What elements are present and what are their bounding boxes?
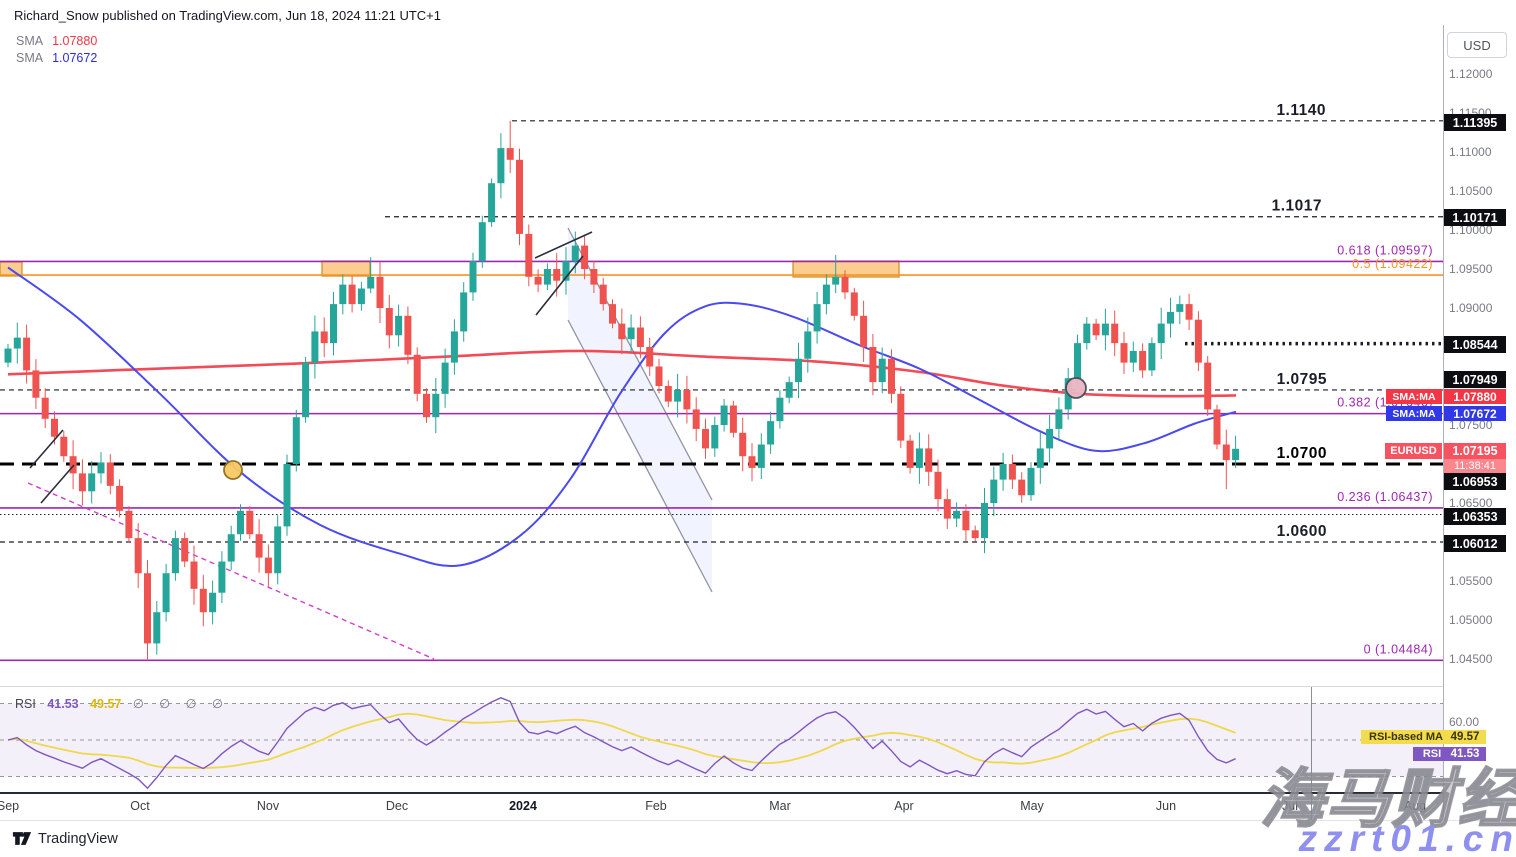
- rsi-legend-empty-slots: ∅ ∅ ∅ ∅: [132, 697, 229, 711]
- price-axis-tick[interactable]: 1.05000: [1449, 613, 1493, 628]
- sma-legend-value: 1.07672: [52, 51, 98, 65]
- sma-legend-value: 1.07880: [52, 34, 98, 48]
- price-level-tag: 1.07949: [1444, 371, 1506, 388]
- svg-text:1.1140: 1.1140: [1276, 102, 1326, 119]
- rsi-line[interactable]: [7, 697, 1236, 790]
- candlestick-series[interactable]: [4, 120, 1240, 661]
- pane-separator[interactable]: [0, 686, 1443, 687]
- rsi-axis-label-tag: RSI-based MA: [1361, 730, 1451, 744]
- time-axis-month-label[interactable]: Dec: [385, 799, 409, 813]
- time-axis-month-label[interactable]: Apr: [894, 799, 914, 813]
- price-axis-tick[interactable]: 1.11000: [1449, 145, 1492, 159]
- rsi-pane[interactable]: [0, 697, 1443, 790]
- main-pane[interactable]: [0, 120, 1443, 662]
- svg-text:1.1017: 1.1017: [1272, 198, 1322, 215]
- rsi-axis-value-tag: 41.53: [1444, 747, 1486, 761]
- svg-text:0.5 (1.09422): 0.5 (1.09422): [1352, 257, 1433, 271]
- sma-legend-row-2[interactable]: SMA 1.07672: [16, 51, 97, 65]
- rsi-axis-label-tag: RSI: [1413, 747, 1451, 761]
- sma-axis-label-tag: SMA:MA: [1386, 406, 1442, 421]
- level-labels: 1.1140 1.1017 1.0795 1.0700 1.0600 0.618 (1.0…: [1272, 102, 1433, 656]
- rsi-ma-legend-value: 49.57: [90, 697, 122, 711]
- descending-channel-drawing[interactable]: [567, 227, 713, 593]
- sma-legend-label: SMA: [16, 34, 44, 48]
- price-axis-tick[interactable]: 1.07500: [1449, 418, 1493, 432]
- price-level-tag: 1.06953: [1444, 473, 1506, 490]
- price-level-tag: 1.10171: [1444, 209, 1506, 226]
- rsi-axis-tick[interactable]: 60.00: [1449, 714, 1480, 729]
- currency-axis-button[interactable]: USD: [1447, 32, 1507, 58]
- time-axis-month-label[interactable]: Sep: [0, 799, 20, 813]
- price-axis-tick[interactable]: 1.09000: [1449, 301, 1493, 315]
- magenta-trendline[interactable]: [27, 482, 435, 660]
- rsi-legend-value: 41.53: [47, 697, 79, 711]
- time-axis-border: [0, 792, 1443, 794]
- sma-legend-label: SMA: [16, 51, 44, 65]
- price-axis-border: [1443, 25, 1444, 820]
- sma-axis-value-tag: 1.07672: [1444, 406, 1506, 421]
- sma-axis-label-tag: SMA:MA: [1386, 389, 1442, 404]
- price-axis-tick[interactable]: 1.06500: [1449, 496, 1493, 511]
- svg-text:1.0795: 1.0795: [1277, 371, 1327, 388]
- svg-text:0.618 (1.09597): 0.618 (1.09597): [1337, 243, 1433, 257]
- price-level-tag: 1.06012: [1444, 535, 1506, 552]
- watermark-chinese: 海马财经: [1259, 762, 1516, 836]
- price-axis-tick[interactable]: 1.04500: [1449, 652, 1493, 667]
- sma-axis-value-tag: 1.07880: [1444, 389, 1506, 404]
- footer-separator: [0, 820, 1516, 821]
- price-level-tag: 1.11395: [1444, 114, 1506, 131]
- last-price-countdown-tag: 11:38:41: [1444, 459, 1506, 473]
- horizontal-level-lines[interactable]: [0, 120, 1443, 662]
- crosshair-vertical-line: [1311, 687, 1312, 820]
- tradingview-brand-name: TradingView: [38, 830, 118, 847]
- rsi-ma-line[interactable]: [7, 712, 1236, 770]
- watermark-url: zzrt01.cn: [1298, 818, 1516, 857]
- last-price-symbol-tag: EURUSD: [1385, 443, 1442, 459]
- svg-text:0 (1.04484): 0 (1.04484): [1364, 642, 1433, 656]
- price-axis-tick[interactable]: 1.05500: [1449, 574, 1493, 589]
- rsi-indicator-legend[interactable]: RSI 41.53 49.57 ∅ ∅ ∅ ∅: [15, 696, 237, 711]
- price-axis-tick[interactable]: 1.10500: [1449, 184, 1493, 198]
- time-axis-month-label[interactable]: Oct: [130, 799, 150, 813]
- time-axis-month-label[interactable]: May: [1020, 799, 1044, 813]
- time-axis-month-label[interactable]: Jul: [1282, 799, 1298, 813]
- time-axis-month-label[interactable]: Feb: [645, 799, 667, 813]
- time-axis-month-label[interactable]: Jun: [1155, 799, 1177, 813]
- svg-text:1.0700: 1.0700: [1277, 445, 1327, 462]
- black-trendline-drawings[interactable]: [29, 231, 593, 504]
- svg-text:1.0600: 1.0600: [1277, 523, 1327, 540]
- price-level-tag: 1.08544: [1444, 336, 1506, 353]
- tradingview-logo-icon: [12, 832, 32, 845]
- price-level-tag: 1.06353: [1444, 508, 1506, 525]
- sma-legend-row-1[interactable]: SMA 1.07880: [16, 34, 97, 48]
- last-price-value-tag: 1.07195: [1444, 443, 1506, 459]
- time-axis-month-label[interactable]: Nov: [256, 799, 280, 813]
- published-byline: Richard_Snow published on TradingView.co…: [14, 8, 441, 23]
- svg-text:0.236 (1.06437): 0.236 (1.06437): [1337, 490, 1433, 504]
- tradingview-brand[interactable]: TradingView: [12, 830, 118, 847]
- time-axis-month-label[interactable]: Aug: [1403, 799, 1427, 813]
- price-axis-tick[interactable]: 1.12000: [1449, 67, 1493, 81]
- circle-marker[interactable]: [1065, 377, 1087, 399]
- time-axis-month-label[interactable]: 2024: [509, 799, 537, 813]
- rsi-legend-label: RSI: [15, 697, 36, 711]
- time-axis-month-label[interactable]: Mar: [769, 799, 791, 813]
- circle-marker[interactable]: [223, 460, 243, 480]
- rsi-axis-value-tag: 49.57: [1444, 730, 1486, 744]
- price-axis-tick[interactable]: 1.09500: [1449, 262, 1493, 276]
- price-axis-tick[interactable]: 1.10000: [1449, 223, 1493, 237]
